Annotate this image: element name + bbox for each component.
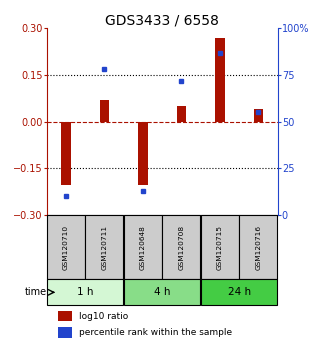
Title: GDS3433 / 6558: GDS3433 / 6558: [105, 13, 219, 27]
Text: GSM120715: GSM120715: [217, 224, 223, 270]
Bar: [254, 109, 263, 122]
Text: time: time: [25, 287, 47, 297]
Text: 24 h: 24 h: [228, 287, 251, 297]
Bar: [177, 106, 186, 122]
FancyBboxPatch shape: [124, 215, 162, 279]
Bar: [58, 327, 72, 338]
Text: GSM120710: GSM120710: [63, 224, 69, 270]
FancyBboxPatch shape: [47, 215, 85, 279]
Text: percentile rank within the sample: percentile rank within the sample: [79, 328, 232, 337]
Bar: [61, 122, 71, 185]
FancyBboxPatch shape: [162, 215, 200, 279]
FancyBboxPatch shape: [85, 215, 123, 279]
Bar: [58, 311, 72, 321]
Text: 4 h: 4 h: [154, 287, 170, 297]
Text: GSM120711: GSM120711: [101, 224, 107, 270]
FancyBboxPatch shape: [47, 279, 123, 306]
Text: GSM120716: GSM120716: [256, 224, 261, 270]
Text: log10 ratio: log10 ratio: [79, 312, 128, 321]
Text: GSM120708: GSM120708: [178, 224, 184, 270]
FancyBboxPatch shape: [239, 215, 277, 279]
FancyBboxPatch shape: [124, 279, 200, 306]
FancyBboxPatch shape: [201, 215, 239, 279]
Text: GSM120648: GSM120648: [140, 225, 146, 269]
Bar: [215, 38, 225, 122]
Bar: [138, 122, 148, 185]
Text: 1 h: 1 h: [77, 287, 93, 297]
Bar: [100, 100, 109, 122]
FancyBboxPatch shape: [201, 279, 277, 306]
